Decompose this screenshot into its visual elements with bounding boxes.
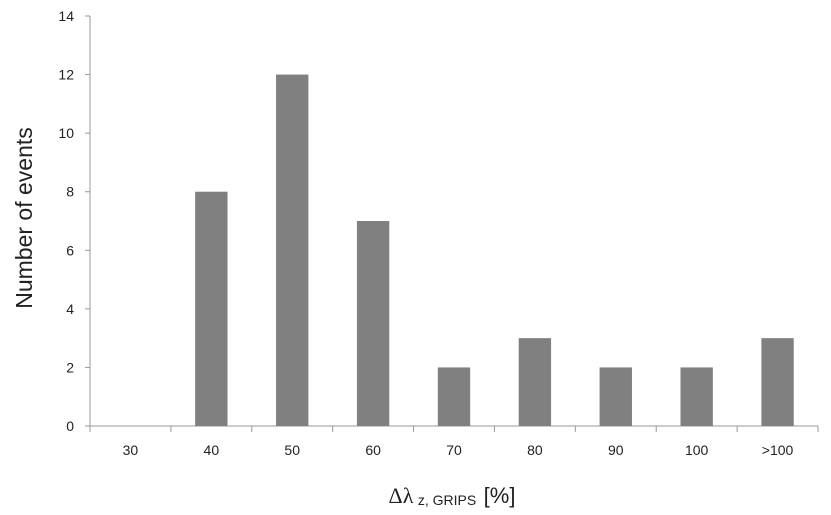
y-tick-label: 10: [58, 125, 74, 141]
x-axis-label: Δλ z, GRIPS [%]: [389, 483, 516, 509]
bar: [195, 191, 228, 426]
x-ticks: 30 40 50 60 70 80 90 100 >100: [89, 426, 819, 458]
bar: [518, 338, 552, 426]
bar: [761, 338, 794, 426]
y-ticks: 0 2 4 6 8 10 12 14: [58, 8, 90, 434]
x-tick-label: 30: [123, 442, 139, 458]
x-tick-label: 80: [527, 442, 543, 458]
y-tick-label: 6: [66, 242, 74, 258]
bar: [276, 74, 309, 427]
y-tick-label: 8: [66, 184, 74, 200]
bar: [599, 367, 632, 426]
x-tick-label: 100: [685, 442, 709, 458]
y-tick-label: 0: [66, 418, 74, 434]
y-axis-label: Number of events: [11, 127, 37, 309]
x-tick-label: >100: [762, 442, 794, 458]
x-tick-label: 60: [365, 442, 381, 458]
y-tick-label: 14: [58, 8, 74, 24]
bar: [356, 221, 390, 426]
x-tick-label: 70: [446, 442, 462, 458]
x-tick-label: 40: [204, 442, 220, 458]
bar: [437, 367, 471, 426]
y-tick-label: 12: [58, 67, 74, 83]
x-tick-label: 90: [608, 442, 624, 458]
bar: [680, 367, 713, 426]
x-tick-label: 50: [284, 442, 300, 458]
x-axis-label-subscript: z, GRIPS: [418, 492, 476, 508]
y-tick-label: 4: [66, 301, 74, 317]
bars: [195, 74, 794, 427]
x-axis-label-unit: [%]: [484, 483, 516, 508]
y-tick-label: 2: [66, 359, 74, 375]
x-axis-label-main: Δλ: [389, 483, 414, 508]
